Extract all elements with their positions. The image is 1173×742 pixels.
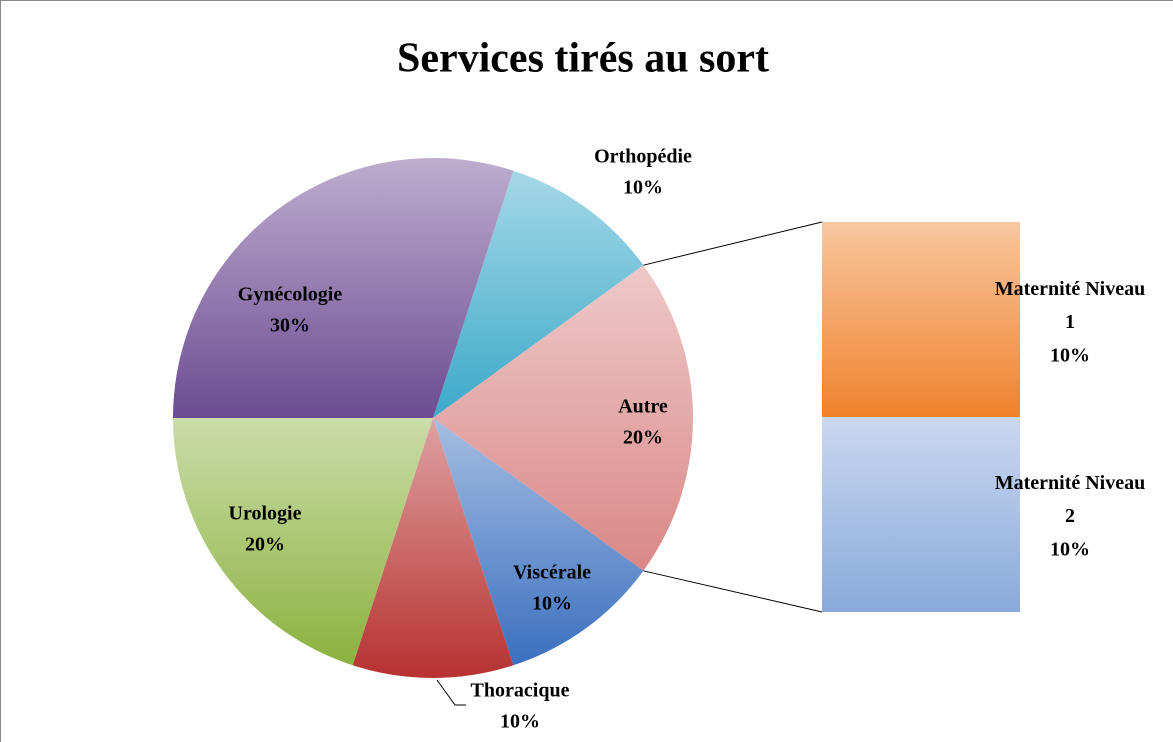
slice-label: Viscérale [513,562,591,584]
slice-label: Maternité Niveau 2 [995,472,1146,527]
slice-label: Autre [618,396,668,418]
value-label: 10% [500,711,540,733]
connector-line [643,221,823,266]
slice-label: Gynécologie [238,284,343,306]
connector-line [643,570,823,613]
value-label: 10% [1050,539,1090,561]
leader-line [436,679,466,706]
slice-label: Maternité Niveau 1 [995,278,1146,333]
pie-slice [433,170,644,418]
bar-segment [822,417,1020,612]
slice-label: Urologie [229,503,302,525]
bar-segment [822,222,1020,417]
pie-slice [433,265,694,571]
value-label: 20% [623,427,663,449]
pie-slice [352,418,514,679]
value-label: 10% [623,177,663,199]
value-label: 10% [1050,345,1090,367]
value-label: 30% [270,315,310,337]
chart-title: Services tirés au sort [397,36,769,82]
slice-label: Orthopédie [594,146,692,168]
value-label: 10% [532,593,572,615]
value-label: 20% [245,534,285,556]
pie-slice [433,418,644,666]
pie-slice [173,418,433,666]
slice-label: Thoracique [471,680,570,702]
pie-slice [173,157,514,419]
